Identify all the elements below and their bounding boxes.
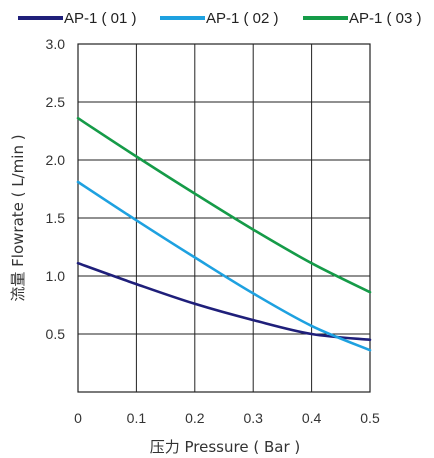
x-tick-label: 0 [74,410,82,426]
x-axis-label: 压力 Pressure ( Bar ) [150,438,300,456]
x-tick-label: 0.2 [185,410,205,426]
legend: AP-1 ( 01 ) AP-1 ( 02 ) AP-1 ( 03 ) [18,10,422,27]
y-tick-label: 2.5 [46,94,66,110]
series-lines [76,116,372,352]
series-line-3 [76,116,372,294]
x-tick-labels: 0 0.1 0.2 0.3 0.4 0.5 [74,410,380,426]
x-tick-label: 0.1 [127,410,147,426]
y-tick-label: 3.0 [46,36,66,52]
legend-label-2: AP-1 ( 02 ) [206,10,279,27]
series-line-2 [76,180,372,352]
y-tick-label: 2.0 [46,152,66,168]
y-tick-label: 0.5 [46,326,66,342]
legend-label-3: AP-1 ( 03 ) [349,10,422,27]
x-tick-label: 0.4 [302,410,322,426]
grid [77,43,371,393]
series-line-1 [76,261,372,342]
legend-label-1: AP-1 ( 01 ) [64,10,137,27]
y-tick-labels: 0.5 1.0 1.5 2.0 2.5 3.0 [46,36,66,342]
y-axis-label: 流量 Flowrate ( L/min ) [9,134,27,301]
x-tick-label: 0.3 [243,410,263,426]
x-tick-label: 0.5 [360,410,380,426]
y-tick-label: 1.0 [46,268,66,284]
y-tick-label: 1.5 [46,210,66,226]
